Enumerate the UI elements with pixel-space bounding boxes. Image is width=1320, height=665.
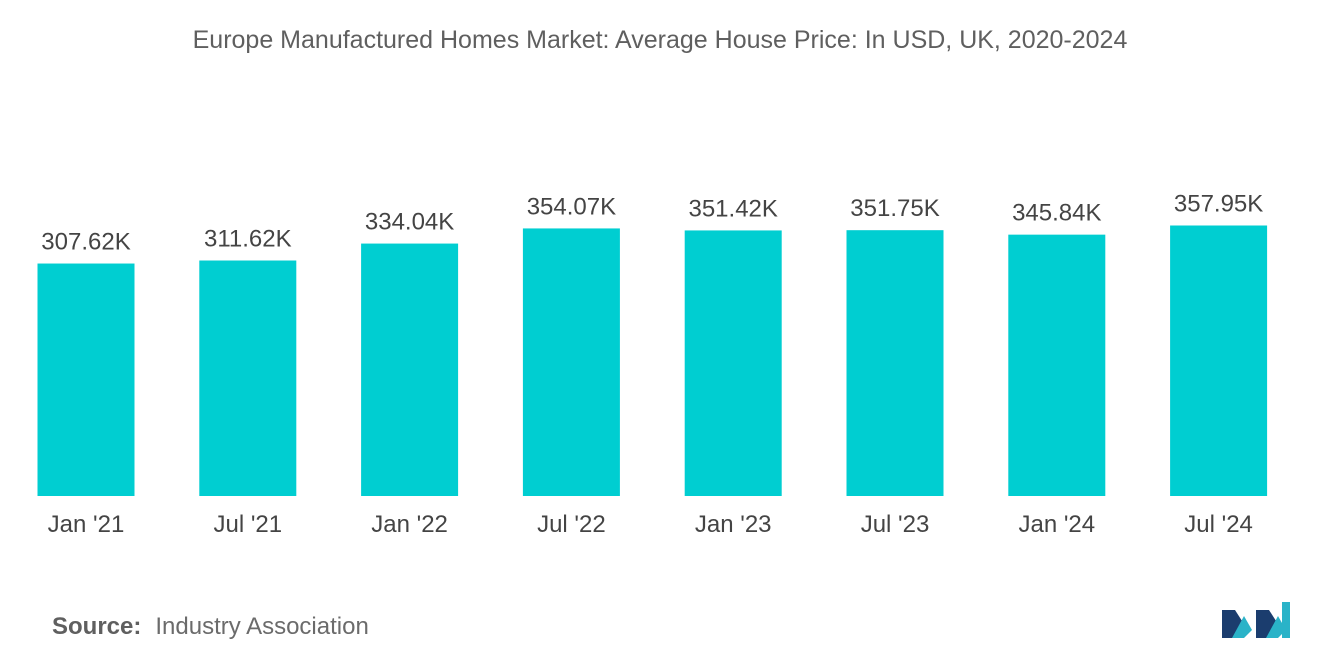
x-tick-label-1: Jul '21 — [213, 511, 282, 538]
data-label-3: 354.07K — [527, 193, 616, 220]
bar-chart: 307.62K Jan '21 311.62K Jul '21 334.04K Jan '… — [37, 190, 1268, 538]
data-label-7: 357.95K — [1174, 190, 1263, 217]
bar-4 — [684, 230, 782, 497]
source-value: Industry Association — [155, 613, 369, 640]
data-label-1: 311.62K — [204, 226, 292, 253]
bar-5 — [846, 230, 944, 496]
bar-6 — [1008, 234, 1106, 496]
bar-7 — [1170, 225, 1268, 496]
x-tick-label-0: Jan '21 — [48, 511, 125, 538]
x-tick-label-3: Jul '22 — [537, 511, 606, 538]
bar-2 — [361, 243, 459, 496]
data-label-5: 351.75K — [850, 195, 939, 222]
x-tick-label-6: Jan '24 — [1018, 511, 1095, 538]
x-tick-label-4: Jan '23 — [695, 511, 772, 538]
mordor-intelligence-logo-icon — [1222, 602, 1290, 638]
source-label: Source: — [52, 613, 142, 640]
bar-3 — [522, 228, 620, 496]
x-tick-label-2: Jan '22 — [371, 511, 448, 538]
x-tick-label-7: Jul '24 — [1184, 511, 1253, 538]
bar-0 — [37, 263, 135, 496]
data-label-6: 345.84K — [1012, 200, 1101, 227]
data-label-2: 334.04K — [365, 209, 454, 236]
data-label-0: 307.62K — [41, 229, 130, 256]
data-label-4: 351.42K — [688, 195, 777, 222]
bar-1 — [199, 260, 297, 496]
source-note: Source: Industry Association — [52, 613, 369, 641]
chart-title: Europe Manufactured Homes Market: Averag… — [192, 26, 1128, 54]
x-tick-label-5: Jul '23 — [861, 511, 930, 538]
